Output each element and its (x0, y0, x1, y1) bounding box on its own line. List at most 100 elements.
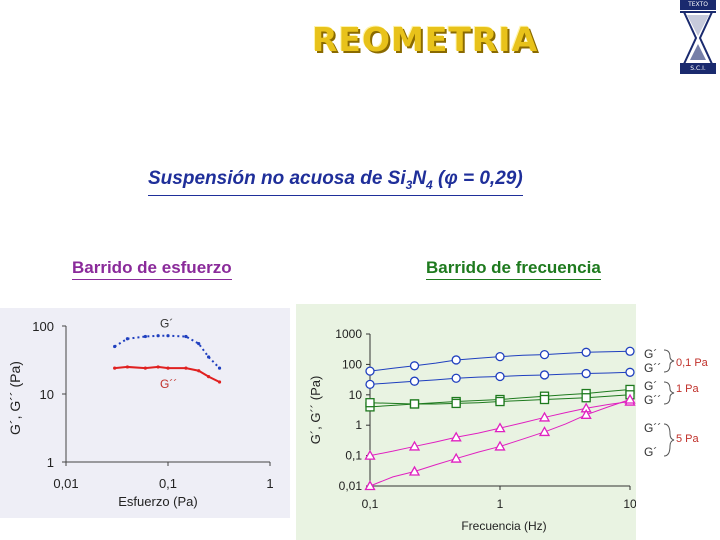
annotation-g-double-prime: G´´ (644, 421, 661, 435)
y-tick-label: 1000 (335, 327, 362, 341)
data-point (217, 366, 222, 370)
y-tick-label: 1 (355, 418, 362, 432)
square-marker (495, 396, 505, 407)
circle-marker (581, 368, 591, 379)
circle-marker (495, 371, 505, 382)
circle-marker (539, 349, 550, 360)
stress-sweep-chart: 1 10 100 0,01 0,1 1 Esfuerzo (Pa) G´, G´´ (Pa) G… (7, 317, 274, 509)
x-tick-label: 1 (266, 476, 273, 491)
x-axis-label: Esfuerzo (Pa) (118, 494, 197, 509)
circle-marker (451, 355, 461, 365)
annotation-g-prime: G´ (644, 379, 657, 393)
circle-marker (495, 351, 505, 362)
series-label: G´´ (160, 377, 177, 391)
data-point (206, 355, 211, 359)
annotation-g-prime: G´ (644, 445, 657, 459)
data-point (206, 375, 211, 379)
triangle-marker (538, 426, 551, 437)
x-axis-label: Frecuencia (Hz) (461, 519, 546, 533)
section-heading-stress-sweep: Barrido de esfuerzo (72, 258, 232, 280)
data-point (125, 337, 130, 341)
triangle-marker (494, 422, 506, 433)
circle-marker (365, 366, 375, 376)
annotation-stress-label: 5 Pa (676, 433, 700, 445)
brace-icon (663, 349, 675, 373)
triangle-marker (364, 449, 376, 460)
subtitle-main: Suspensión no acuosa de Si (148, 168, 406, 189)
x-tick-label: 0,1 (362, 497, 379, 511)
logo-bottom-band: S.C.I. (680, 64, 716, 74)
y-tick-label: 10 (40, 387, 54, 402)
subtitle-subscript-4: 4 (426, 177, 433, 192)
y-tick-label: 0,1 (345, 449, 362, 463)
data-point (143, 366, 147, 370)
circle-marker (625, 346, 635, 356)
triangle-marker (408, 440, 421, 451)
brace-icon (663, 381, 675, 405)
data-point (156, 365, 160, 369)
triangle-marker (364, 480, 376, 491)
subtitle-n: N (412, 168, 427, 189)
y-tick-label: 10 (349, 388, 363, 402)
triangle-marker (408, 465, 421, 476)
circle-marker (539, 370, 550, 380)
frequency-sweep-chart: 0,01 0,1 1 10 100 1000 0,1 1 10 Frecuencia (Hz) G´… (308, 327, 637, 533)
annotation-stress-label: 1 Pa (676, 383, 700, 395)
data-point (184, 334, 188, 339)
y-tick-label: 1 (47, 455, 54, 470)
series-line-g-prime (114, 334, 221, 369)
subtitle-tail: (φ = 0,29) (432, 168, 523, 189)
square-marker (539, 394, 550, 405)
brace-icon (663, 423, 675, 457)
x-tick-label: 0,01 (53, 476, 78, 491)
triangle-marker (580, 408, 592, 419)
frequency-chart-side-annotations: G´G´´ 0,1 PaG´G´´1 PaG´´G´5 Pa (644, 347, 709, 459)
y-tick-label: 100 (32, 319, 54, 334)
logo-top-band: TEXTO (680, 0, 716, 10)
circle-marker (365, 379, 375, 390)
data-point (184, 366, 188, 370)
annotation-g-double-prime: G´´ (644, 393, 661, 407)
square-marker (581, 393, 591, 403)
x-tick-label: 1 (497, 497, 504, 511)
triangle-marker (450, 431, 462, 442)
section-heading-frequency-sweep: Barrido de frecuencia (426, 258, 601, 280)
series-label: G´ (160, 317, 173, 331)
stress-sweep-chart-panel: 1 10 100 0,01 0,1 1 Esfuerzo (Pa) G´, G´´ (Pa) G… (0, 308, 290, 518)
circle-marker (581, 347, 591, 357)
slide-title: REOMETRIA (312, 20, 539, 59)
square-marker (409, 399, 420, 409)
data-point (113, 344, 117, 349)
annotation-stress-label: 0,1 Pa (676, 357, 709, 369)
data-point (217, 380, 222, 384)
triangle-marker (624, 393, 636, 404)
data-point (197, 342, 201, 346)
annotation-g-prime: G´ (644, 347, 657, 361)
x-tick-label: 10 (623, 497, 636, 511)
circle-marker (409, 361, 420, 371)
institution-logo: TEXTO S.C.I. (676, 0, 720, 76)
data-point (143, 334, 147, 339)
data-point (113, 366, 117, 370)
circle-marker (451, 373, 461, 383)
y-axis-label: G´, G´´ (Pa) (7, 361, 23, 435)
slide-subtitle: Suspensión no acuosa de Si3N4 (φ = 0,29) (148, 168, 523, 196)
frequency-sweep-chart-panel: 0,01 0,1 1 10 100 1000 0,1 1 10 Frecuencia (Hz) G´… (296, 304, 637, 540)
data-point (156, 334, 160, 338)
data-point (166, 334, 170, 338)
subtitle-subscript-3: 3 (405, 177, 413, 192)
circle-marker (409, 376, 420, 386)
y-tick-label: 100 (342, 357, 362, 371)
square-marker (451, 398, 461, 409)
data-point (166, 366, 170, 370)
x-tick-label: 0,1 (159, 476, 177, 491)
data-point (197, 369, 201, 373)
square-marker (365, 398, 375, 408)
circle-marker (625, 367, 635, 377)
triangle-marker (450, 452, 462, 463)
triangle-marker (538, 411, 551, 422)
y-tick-label: 0,01 (339, 479, 363, 493)
data-point (125, 365, 130, 369)
y-axis-label: G´, G´´ (Pa) (308, 376, 323, 445)
annotation-g-double-prime: G´´ (644, 361, 661, 375)
